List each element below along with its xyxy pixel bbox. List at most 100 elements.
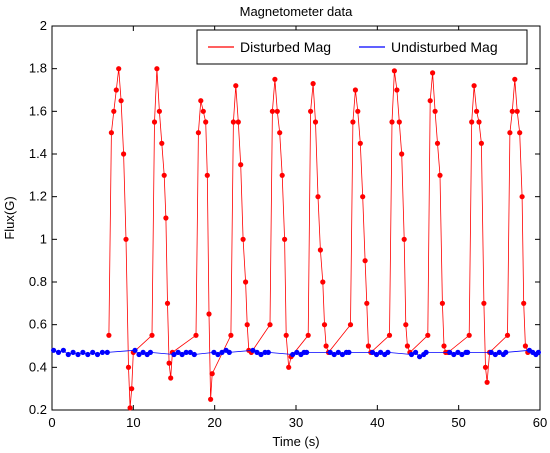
data-point	[396, 119, 402, 125]
data-point	[60, 347, 66, 353]
data-point	[471, 83, 477, 89]
data-point	[274, 108, 280, 114]
data-point	[434, 140, 441, 146]
data-point	[378, 349, 384, 355]
data-point	[482, 364, 489, 370]
x-tick-label: 40	[370, 415, 384, 430]
data-point	[94, 351, 101, 358]
data-point	[488, 349, 494, 355]
data-point	[279, 172, 285, 178]
data-point	[286, 364, 292, 370]
data-point	[507, 130, 513, 136]
data-point	[154, 66, 160, 72]
x-tick-label: 10	[126, 415, 140, 430]
data-point	[265, 349, 271, 355]
data-point	[254, 349, 260, 355]
data-point	[404, 343, 410, 349]
data-point	[183, 349, 189, 355]
data-point	[80, 349, 86, 355]
data-point	[206, 311, 212, 317]
plot-area	[51, 25, 541, 411]
data-point	[350, 119, 356, 125]
data-point	[465, 349, 471, 355]
data-point	[504, 332, 511, 338]
data-point	[478, 140, 484, 146]
data-point	[149, 332, 155, 338]
data-point	[496, 349, 502, 355]
data-point	[466, 332, 472, 338]
data-point	[401, 236, 407, 242]
data-point	[432, 108, 438, 114]
data-point	[129, 386, 135, 392]
legend-label-undisturbed: Undisturbed Mag	[391, 39, 498, 55]
data-point	[317, 247, 323, 253]
data-point	[208, 396, 214, 402]
x-tick-label: 60	[533, 415, 547, 430]
data-point	[127, 405, 133, 411]
data-point	[156, 108, 162, 114]
y-tick-label: 0.6	[29, 317, 47, 332]
data-point	[90, 349, 96, 355]
data-point	[209, 371, 215, 377]
data-point	[161, 172, 167, 178]
data-point	[230, 119, 236, 125]
data-point	[535, 349, 542, 355]
data-point	[175, 349, 181, 355]
data-point	[305, 332, 311, 338]
chart-title: Magnetometer data	[240, 4, 354, 19]
data-point	[427, 98, 433, 104]
data-point	[352, 87, 358, 93]
data-point	[522, 343, 529, 349]
x-tick-label: 0	[48, 415, 55, 430]
data-point	[403, 322, 409, 328]
y-tick-label: 0.8	[29, 274, 47, 289]
data-point	[290, 351, 296, 358]
data-point	[240, 236, 246, 242]
data-point	[277, 130, 283, 136]
data-point	[108, 130, 114, 136]
x-tick-label: 30	[289, 415, 303, 430]
y-tick-label: 0.2	[29, 402, 47, 417]
data-point	[323, 343, 329, 349]
data-point	[386, 332, 393, 338]
data-point	[439, 300, 445, 306]
data-point	[347, 322, 354, 328]
data-point	[123, 236, 129, 242]
x-axis-label: Time (s)	[272, 434, 319, 449]
data-point	[65, 351, 71, 358]
data-point	[211, 349, 217, 355]
data-point	[509, 108, 515, 114]
data-point	[455, 349, 461, 355]
data-point	[244, 322, 250, 328]
data-point	[469, 119, 475, 125]
data-point	[118, 98, 124, 104]
data-point	[179, 351, 185, 358]
data-point	[70, 349, 76, 355]
data-point	[447, 349, 453, 355]
legend: Disturbed Mag Undisturbed Mag	[196, 29, 528, 65]
data-point	[320, 279, 326, 285]
data-point	[476, 119, 482, 125]
data-point	[521, 300, 527, 306]
data-point	[238, 162, 244, 168]
data-point	[294, 349, 300, 355]
data-point	[459, 351, 465, 358]
data-point	[282, 236, 288, 242]
data-point	[364, 300, 370, 306]
data-point	[121, 151, 127, 157]
data-point	[111, 108, 117, 114]
data-point	[200, 108, 206, 114]
data-point	[55, 349, 62, 355]
data-point	[104, 349, 110, 355]
data-point	[171, 351, 177, 358]
data-point	[399, 151, 405, 157]
data-point	[417, 354, 423, 360]
data-point	[339, 351, 345, 358]
data-point	[517, 130, 523, 136]
series-line-0	[108, 68, 529, 408]
data-point	[346, 349, 352, 355]
data-point	[408, 351, 415, 358]
data-point	[51, 347, 57, 353]
y-tick-label: 1.8	[29, 61, 47, 76]
data-point	[140, 349, 146, 355]
